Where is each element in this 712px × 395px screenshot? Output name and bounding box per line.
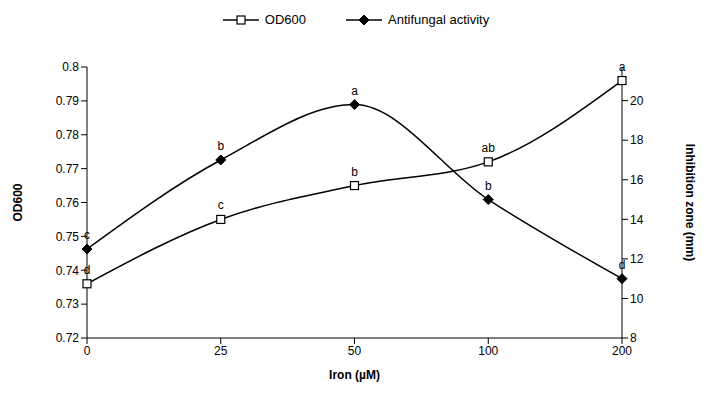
html-text:OD600: OD600 (264, 12, 306, 27)
svg-text:100: 100 (478, 344, 498, 358)
svg-text:0.72: 0.72 (56, 331, 80, 345)
svg-text:c: c (84, 228, 90, 242)
svg-text:Inhibition zone (mm): Inhibition zone (mm) (683, 144, 697, 261)
svg-text:0.8: 0.8 (62, 60, 79, 74)
svg-text:0.74: 0.74 (56, 264, 80, 278)
svg-text:0.73: 0.73 (56, 297, 80, 311)
svg-text:10: 10 (630, 292, 644, 306)
svg-text:0.75: 0.75 (56, 230, 80, 244)
svg-text:0.76: 0.76 (56, 196, 80, 210)
svg-text:OD600: OD600 (11, 183, 25, 221)
svg-text:0: 0 (84, 344, 91, 358)
svg-text:18: 18 (630, 133, 644, 147)
svg-text:b: b (217, 139, 224, 153)
svg-text:8: 8 (630, 331, 637, 345)
svg-text:ab: ab (482, 141, 496, 155)
svg-text:d: d (619, 258, 626, 272)
svg-text:a: a (351, 84, 358, 98)
svg-text:Iron (µM): Iron (µM) (329, 368, 380, 382)
svg-text:200: 200 (612, 344, 632, 358)
svg-text:16: 16 (630, 173, 644, 187)
svg-text:0.78: 0.78 (56, 128, 80, 142)
svg-text:25: 25 (214, 344, 228, 358)
svg-text:14: 14 (630, 213, 644, 227)
svg-text:b: b (485, 179, 492, 193)
svg-text:20: 20 (630, 94, 644, 108)
svg-text:d: d (84, 263, 91, 277)
html-text:Antifungal activity: Antifungal activity (388, 12, 490, 27)
svg-text:a: a (619, 60, 626, 74)
svg-text:b: b (351, 165, 358, 179)
svg-text:0.77: 0.77 (56, 162, 80, 176)
svg-text:0.79: 0.79 (56, 94, 80, 108)
svg-text:12: 12 (630, 252, 644, 266)
svg-text:50: 50 (348, 344, 362, 358)
svg-text:c: c (218, 198, 224, 212)
